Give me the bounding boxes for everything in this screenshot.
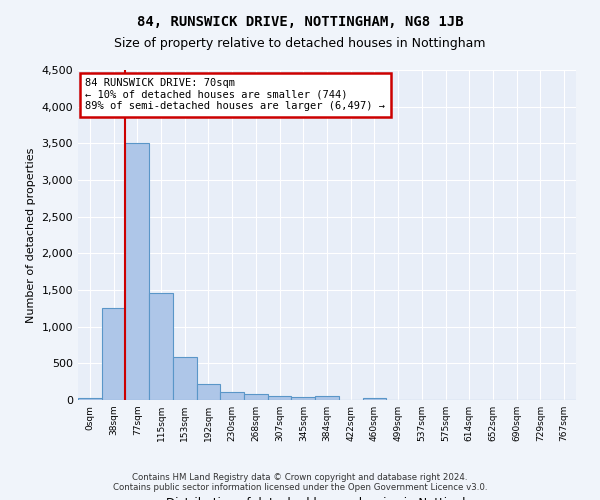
Bar xyxy=(102,308,125,400)
Bar xyxy=(362,398,386,400)
X-axis label: Distribution of detached houses by size in Nottingham: Distribution of detached houses by size … xyxy=(166,497,488,500)
Bar xyxy=(173,358,197,400)
Bar xyxy=(220,392,244,400)
Bar xyxy=(125,144,149,400)
Bar xyxy=(244,394,268,400)
Text: 84, RUNSWICK DRIVE, NOTTINGHAM, NG8 1JB: 84, RUNSWICK DRIVE, NOTTINGHAM, NG8 1JB xyxy=(137,15,463,29)
Bar xyxy=(292,397,315,400)
Bar xyxy=(315,396,339,400)
Text: Contains HM Land Registry data © Crown copyright and database right 2024.
Contai: Contains HM Land Registry data © Crown c… xyxy=(113,473,487,492)
Text: 84 RUNSWICK DRIVE: 70sqm
← 10% of detached houses are smaller (744)
89% of semi-: 84 RUNSWICK DRIVE: 70sqm ← 10% of detach… xyxy=(85,78,385,112)
Bar xyxy=(268,396,292,400)
Bar xyxy=(78,398,102,400)
Y-axis label: Number of detached properties: Number of detached properties xyxy=(26,148,36,322)
Bar xyxy=(197,384,220,400)
Text: Size of property relative to detached houses in Nottingham: Size of property relative to detached ho… xyxy=(114,38,486,51)
Bar xyxy=(149,293,173,400)
